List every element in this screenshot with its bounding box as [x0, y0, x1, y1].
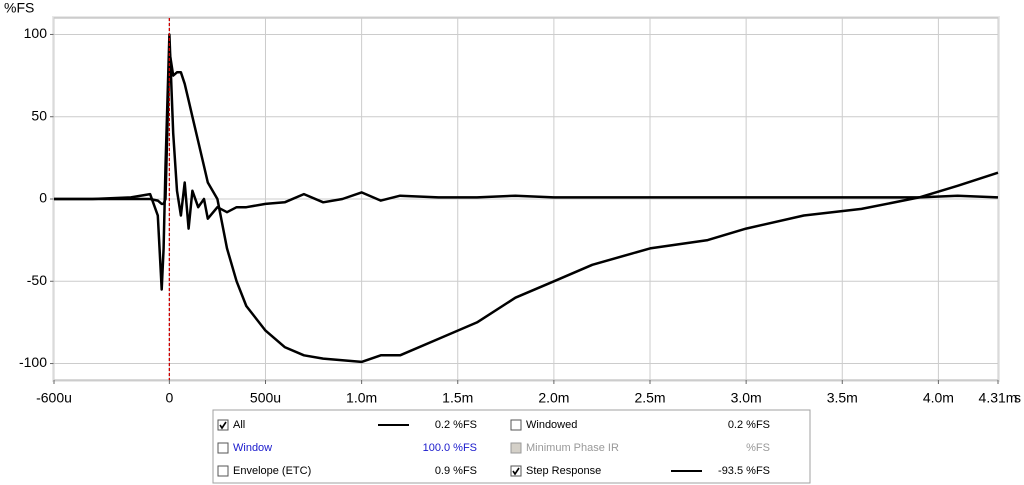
y-tick-label: -100: [19, 354, 47, 370]
x-tick-label: 4.0m: [923, 390, 954, 406]
checkbox[interactable]: [217, 419, 229, 431]
series-line: [54, 49, 999, 364]
legend-label: Minimum Phase IR: [526, 442, 619, 454]
x-tick-label: 4.31m: [979, 390, 1018, 406]
legend-label[interactable]: Envelope (ETC): [233, 465, 311, 477]
checkbox[interactable]: [510, 465, 522, 477]
x-tick-label: 2.5m: [634, 390, 665, 406]
y-tick-label: 100: [24, 25, 48, 41]
x-tick-label: 3.0m: [731, 390, 762, 406]
checkmark: [219, 421, 227, 430]
y-tick-label: -50: [27, 272, 47, 288]
legend-value: -93.5 %FS: [718, 465, 770, 477]
x-tick-label: 3.5m: [827, 390, 858, 406]
legend-value: 100.0 %FS: [423, 442, 477, 454]
legend-label[interactable]: Windowed: [526, 419, 577, 431]
x-unit: s: [1014, 390, 1021, 406]
x-tick-label: 0: [165, 390, 173, 406]
legend-value: 0.2 %FS: [435, 419, 477, 431]
x-tick-label: 500u: [250, 390, 281, 406]
legend-value: 0.2 %FS: [728, 419, 770, 431]
legend-value: 0.9 %FS: [435, 465, 477, 477]
y-tick-label: 0: [39, 190, 47, 206]
legend-label[interactable]: Step Response: [526, 465, 601, 477]
checkbox[interactable]: [217, 442, 229, 454]
x-tick-label: 1.0m: [346, 390, 377, 406]
x-tick-label: 2.0m: [538, 390, 569, 406]
checkmark: [512, 467, 520, 476]
y-tick-label: 50: [31, 107, 47, 123]
legend-value: %FS: [746, 442, 770, 454]
y-axis-label: %FS: [4, 0, 34, 16]
legend-label[interactable]: Window: [233, 442, 272, 454]
x-tick-label: -600u: [36, 390, 72, 406]
checkbox[interactable]: [217, 465, 229, 477]
checkbox[interactable]: [510, 419, 522, 431]
checkbox: [510, 442, 522, 454]
legend-label[interactable]: All: [233, 419, 245, 431]
x-tick-label: 1.5m: [442, 390, 473, 406]
